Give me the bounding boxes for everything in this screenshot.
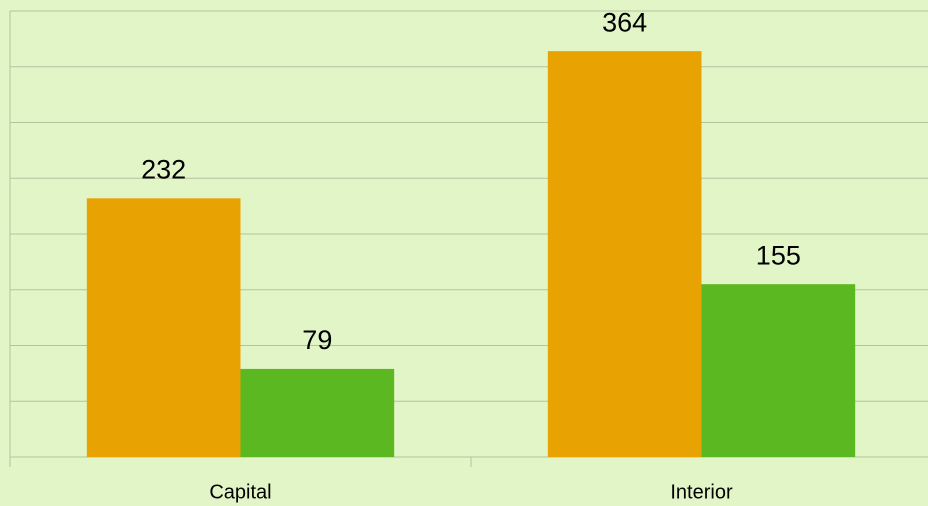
bar	[547, 51, 702, 457]
bar	[86, 198, 241, 457]
x-tick-label: Interior	[670, 481, 733, 503]
value-label: 155	[756, 240, 801, 270]
bar	[701, 284, 856, 457]
bar	[240, 368, 395, 457]
value-label: 79	[302, 325, 332, 355]
value-label: 364	[602, 7, 647, 37]
x-tick-label: Capital	[209, 481, 271, 503]
value-label: 232	[141, 154, 186, 184]
